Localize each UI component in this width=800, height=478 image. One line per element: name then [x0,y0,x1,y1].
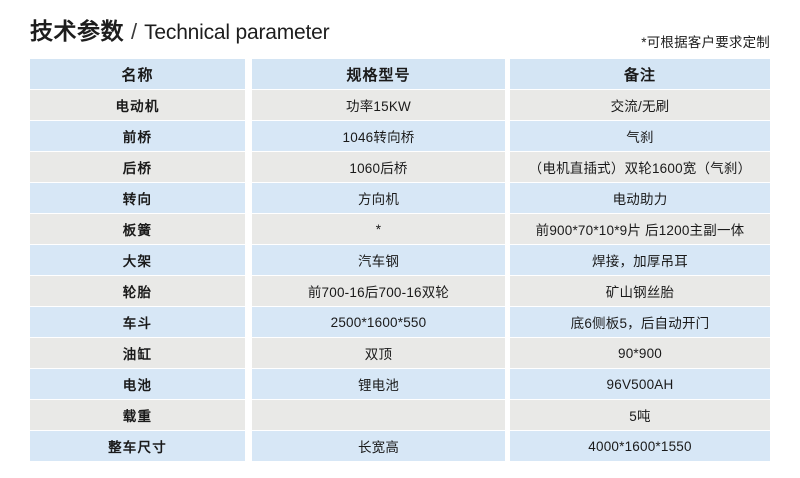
row-divider [0,151,800,152]
table-row: 转向 方向机 电动助力 [0,183,800,213]
cell-name: 大架 [30,245,245,275]
cell-remark: 90*900 [510,338,770,368]
row-divider [0,213,800,214]
cell-remark: 5吨 [510,400,770,430]
table-row: 油缸 双顶 90*900 [0,338,800,368]
cell-spec: 长宽高 [252,431,505,461]
table-row: 后桥 1060后桥 （电机直插式）双轮1600宽（气刹） [0,152,800,182]
cell-name: 整车尺寸 [30,431,245,461]
table-row: 轮胎 前700-16后700-16双轮 矿山钢丝胎 [0,276,800,306]
column-header-remark: 备注 [510,59,770,89]
table-row: 大架 汽车钢 焊接，加厚吊耳 [0,245,800,275]
table-row: 板簧 * 前900*70*10*9片 后1200主副一体 [0,214,800,244]
cell-remark: 前900*70*10*9片 后1200主副一体 [510,214,770,244]
table-row: 电池 锂电池 96V500AH [0,369,800,399]
table-row: 车斗 2500*1600*550 底6侧板5，后自动开门 [0,307,800,337]
row-divider [0,244,800,245]
technical-parameter-table: 名称 规格型号 备注 电动机 功率15KW 交流/无刷 前桥 1046转向桥 气刹 后桥 1060后… [0,59,800,462]
cell-spec: * [252,214,505,244]
page-header: 技术参数 / Technical parameter *可根据客户要求定制 [0,0,800,59]
cell-name: 轮胎 [30,276,245,306]
cell-name: 板簧 [30,214,245,244]
table-row: 前桥 1046转向桥 气刹 [0,121,800,151]
cell-spec: 方向机 [252,183,505,213]
cell-spec: 功率15KW [252,90,505,120]
row-divider [0,430,800,431]
row-divider [0,89,800,90]
cell-spec [252,400,505,430]
cell-spec: 双顶 [252,338,505,368]
cell-remark: 焊接，加厚吊耳 [510,245,770,275]
cell-spec: 汽车钢 [252,245,505,275]
row-divider [0,275,800,276]
cell-spec: 前700-16后700-16双轮 [252,276,505,306]
title-separator: / [131,19,138,44]
table-row: 电动机 功率15KW 交流/无刷 [0,90,800,120]
cell-remark: 96V500AH [510,369,770,399]
page-title: 技术参数 / Technical parameter [30,12,330,46]
cell-spec: 2500*1600*550 [252,307,505,337]
cell-spec: 锂电池 [252,369,505,399]
table-row: 整车尺寸 长宽高 4000*1600*1550 [0,431,800,461]
cell-spec: 1060后桥 [252,152,505,182]
row-divider [0,182,800,183]
cell-name: 载重 [30,400,245,430]
cell-remark: 气刹 [510,121,770,151]
row-divider [0,306,800,307]
cell-remark: （电机直插式）双轮1600宽（气刹） [510,152,770,182]
column-header-spec: 规格型号 [252,59,505,89]
page-title-chinese: 技术参数 [30,18,124,44]
row-divider [0,368,800,369]
cell-name: 后桥 [30,152,245,182]
row-divider [0,337,800,338]
cell-remark: 矿山钢丝胎 [510,276,770,306]
row-divider [0,399,800,400]
page-title-english: Technical parameter [144,21,330,44]
row-divider [0,461,800,462]
cell-remark: 4000*1600*1550 [510,431,770,461]
cell-remark: 交流/无刷 [510,90,770,120]
cell-remark: 电动助力 [510,183,770,213]
table-row: 载重 5吨 [0,400,800,430]
cell-spec: 1046转向桥 [252,121,505,151]
cell-name: 前桥 [30,121,245,151]
cell-name: 车斗 [30,307,245,337]
cell-name: 油缸 [30,338,245,368]
row-divider [0,120,800,121]
cell-name: 转向 [30,183,245,213]
table-header-row: 名称 规格型号 备注 [0,59,800,89]
column-header-name: 名称 [30,59,245,89]
cell-name: 电动机 [30,90,245,120]
cell-remark: 底6侧板5，后自动开门 [510,307,770,337]
cell-name: 电池 [30,369,245,399]
customization-note: *可根据客户要求定制 [641,35,770,50]
